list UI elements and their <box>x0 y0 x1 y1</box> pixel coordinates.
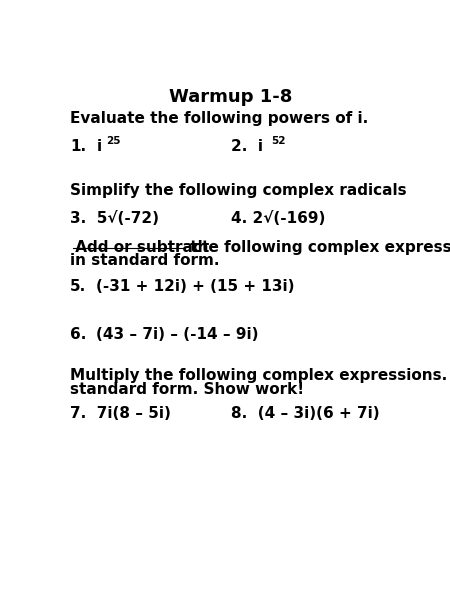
Text: Multiply the following complex expressions. Answers must be in: Multiply the following complex expressio… <box>70 368 450 383</box>
Text: the following complex expressions. Answers must be: the following complex expressions. Answe… <box>184 240 450 255</box>
Text: 8.  (4 – 3i)(6 + 7i): 8. (4 – 3i)(6 + 7i) <box>230 406 379 421</box>
Text: (43 – 7i) – (-14 – 9i): (43 – 7i) – (-14 – 9i) <box>96 327 259 342</box>
Text: (-31 + 12i) + (15 + 13i): (-31 + 12i) + (15 + 13i) <box>96 278 295 293</box>
Text: 3.  5√(-72): 3. 5√(-72) <box>70 211 159 226</box>
Text: Add or subtract: Add or subtract <box>70 240 209 255</box>
Text: Warmup 1-8: Warmup 1-8 <box>169 88 292 106</box>
Text: in standard form.: in standard form. <box>70 253 220 268</box>
Text: Evaluate the following powers of i.: Evaluate the following powers of i. <box>70 111 369 126</box>
Text: 52: 52 <box>271 136 285 146</box>
Text: i: i <box>96 139 102 154</box>
Text: 6.: 6. <box>70 327 86 342</box>
Text: Simplify the following complex radicals: Simplify the following complex radicals <box>70 183 407 198</box>
Text: 5.: 5. <box>70 278 86 293</box>
Text: 25: 25 <box>106 136 121 146</box>
Text: 2.  i: 2. i <box>230 139 263 154</box>
Text: 4. 2√(-169): 4. 2√(-169) <box>230 211 325 226</box>
Text: 1.: 1. <box>70 139 86 154</box>
Text: 7.  7i(8 – 5i): 7. 7i(8 – 5i) <box>70 406 171 421</box>
Text: standard form. Show work!: standard form. Show work! <box>70 382 304 397</box>
